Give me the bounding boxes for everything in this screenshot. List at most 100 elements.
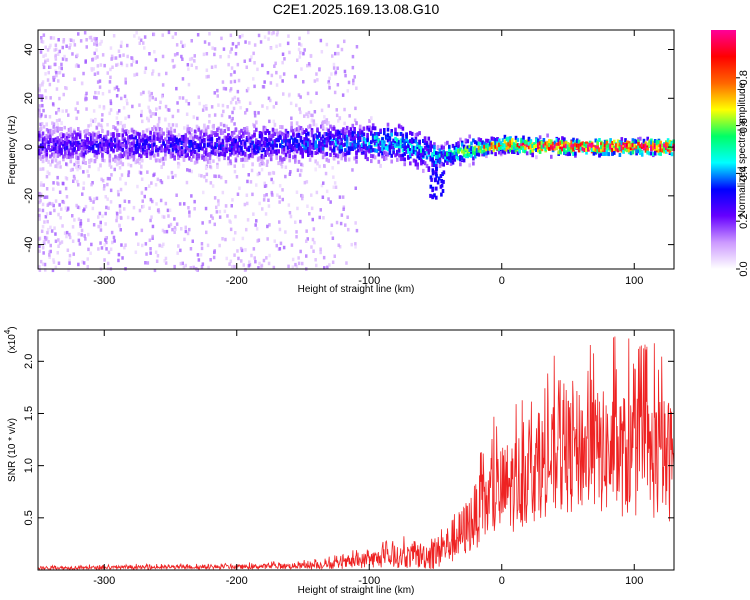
spectral-cell [151, 127, 154, 131]
speckle-cell [332, 62, 336, 67]
spectral-cell [557, 137, 560, 142]
speckle-cell [295, 264, 299, 269]
spectral-cell [665, 144, 668, 149]
snr-ylabel: SNR (10 * v/v) [7, 418, 18, 482]
spectral-cell [477, 152, 481, 157]
spectral-cell [275, 137, 278, 142]
speckle-cell [39, 50, 43, 54]
speckle-cell [178, 202, 182, 206]
spectral-cell [260, 137, 264, 142]
spectral-cell [199, 130, 202, 135]
speckle-cell [153, 50, 156, 54]
spectral-cell [499, 149, 503, 153]
spectral-cell [574, 153, 577, 158]
speckle-cell [178, 96, 182, 100]
speckle-cell [327, 104, 330, 108]
spectral-cell [162, 139, 165, 144]
speckle-cell [190, 133, 193, 137]
speckle-cell [85, 45, 88, 49]
speckle-cell [337, 119, 340, 123]
spectral-cell [581, 141, 585, 146]
speckle-cell [104, 222, 107, 226]
spectral-cell [331, 140, 334, 145]
spectral-cell [585, 141, 588, 146]
speckle-cell [204, 206, 208, 211]
speckle-cell [202, 52, 206, 57]
speckle-cell [344, 73, 347, 78]
spectral-cell [82, 143, 86, 147]
speckle-cell [327, 121, 330, 125]
speckle-cell [48, 82, 52, 87]
speckle-cell [68, 258, 71, 262]
spectral-cell [332, 134, 336, 139]
spectral-cell [204, 132, 208, 136]
speckle-cell [65, 234, 68, 239]
speckle-cell [104, 195, 107, 199]
spectral-cell [473, 151, 477, 156]
speckle-cell [334, 51, 337, 56]
spectral-cell [325, 140, 329, 145]
speckle-cell [68, 46, 71, 50]
spectral-cell [316, 150, 319, 155]
spectral-cell [238, 145, 241, 150]
speckle-cell [213, 174, 216, 178]
speckle-cell [100, 125, 104, 129]
spectral-cell [125, 131, 128, 136]
spectral-cell [97, 167, 100, 172]
spectral-cell [596, 149, 599, 154]
speckle-cell [38, 89, 41, 93]
speckle-cell [117, 88, 120, 92]
spectral-cell [47, 129, 50, 134]
spectral-cell [650, 142, 653, 147]
spectral-cell [635, 139, 638, 144]
spectral-cell [383, 150, 386, 155]
spectral-cell [379, 128, 382, 133]
spectral-cell [177, 152, 180, 157]
spectral-cell [208, 160, 212, 164]
spectral-cell [119, 153, 123, 158]
spectral-cell [255, 141, 258, 146]
speckle-cell [355, 228, 359, 233]
spectral-cell [397, 153, 401, 158]
speckle-cell [261, 104, 264, 108]
spectral-cell [232, 149, 236, 154]
spectral-cell [216, 138, 219, 142]
spectral-cell [117, 153, 121, 158]
spectral-cell [357, 136, 360, 141]
speckle-cell [302, 80, 305, 84]
spectral-cell [574, 140, 577, 145]
speckle-cell [47, 70, 50, 75]
spectral-cell [627, 143, 631, 148]
spectral-cell [186, 139, 189, 144]
speckle-cell [296, 58, 299, 62]
spectral-cell [240, 157, 243, 162]
speckle-cell [60, 207, 63, 211]
spectral-cell [216, 164, 219, 169]
speckle-cell [353, 118, 357, 122]
spectral-cell [464, 138, 468, 143]
spectral-cell [605, 140, 609, 145]
spectral-cell [648, 151, 651, 156]
spectral-cell [661, 148, 664, 153]
spectral-cell [206, 125, 210, 130]
spectral-cell [349, 142, 353, 147]
spectral-cell [69, 154, 73, 159]
speckle-cell [248, 58, 252, 62]
spectral-cell [603, 151, 607, 156]
speckle-cell [344, 158, 347, 162]
speckle-cell [39, 199, 42, 203]
spectral-cell [336, 139, 340, 144]
spectral-cell [600, 142, 603, 147]
speckle-cell [81, 160, 85, 165]
speckle-cell [123, 94, 127, 99]
speckle-cell [129, 163, 133, 168]
spectral-cell [405, 134, 408, 139]
spectral-cell [481, 149, 484, 154]
speckle-cell [343, 69, 347, 74]
spectral-cell [412, 145, 416, 150]
speckle-cell [41, 40, 45, 44]
speckle-cell [98, 79, 102, 83]
spectral-cell [425, 163, 429, 168]
speckle-cell [150, 91, 153, 96]
spectral-cell [182, 142, 186, 147]
